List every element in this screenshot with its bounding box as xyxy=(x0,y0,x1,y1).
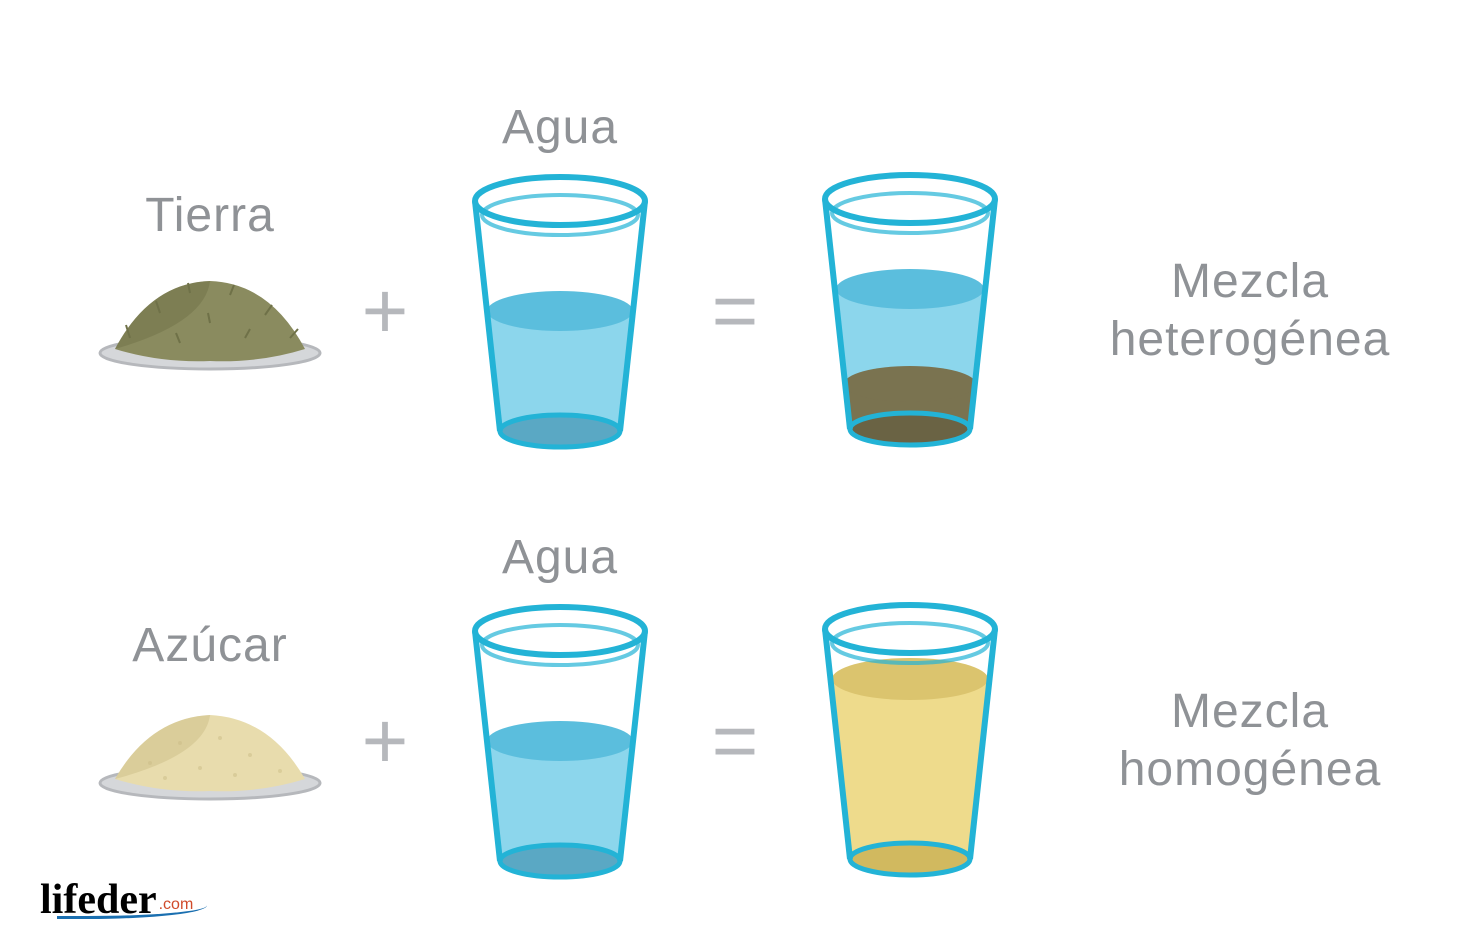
solid-azucar: Azúcar xyxy=(80,618,340,803)
result-homogeneous-glass xyxy=(780,589,1040,889)
agua-label-2: Agua xyxy=(502,530,618,585)
result1-line1: Mezcla xyxy=(1171,255,1329,308)
homogeneous-glass-icon xyxy=(795,589,1025,889)
solid-tierra: Tierra xyxy=(80,188,340,373)
result-heterogeneous-glass xyxy=(780,159,1040,459)
sugar-pile-icon xyxy=(90,683,330,803)
equals-operator: = xyxy=(690,265,780,357)
equation-row-homogeneous: Azúcar + Agua = xyxy=(0,530,1467,891)
water-glass-1: Agua xyxy=(430,100,690,461)
plus-operator: + xyxy=(340,265,430,357)
result2-line2: homogénea xyxy=(1119,743,1382,796)
logo-tld: .com xyxy=(159,896,194,913)
water-glass-icon-2 xyxy=(445,591,675,891)
homogeneous-label: Mezcla homogénea xyxy=(1070,683,1430,798)
equals-operator-2: = xyxy=(690,695,780,787)
heterogeneous-glass-icon xyxy=(795,159,1025,459)
heterogeneous-label: Mezcla heterogénea xyxy=(1070,253,1430,368)
water-glass-icon xyxy=(445,161,675,461)
tierra-label: Tierra xyxy=(145,188,275,243)
water-glass-2: Agua xyxy=(430,530,690,891)
azucar-label: Azúcar xyxy=(132,618,287,673)
result2-line1: Mezcla xyxy=(1171,685,1329,738)
plus-operator-2: + xyxy=(340,695,430,787)
result1-line2: heterogénea xyxy=(1110,313,1391,366)
dirt-pile-icon xyxy=(90,253,330,373)
agua-label-1: Agua xyxy=(502,100,618,155)
lifeder-logo: lifeder.com xyxy=(40,876,191,924)
equation-row-heterogeneous: Tierra + Agua xyxy=(0,100,1467,461)
